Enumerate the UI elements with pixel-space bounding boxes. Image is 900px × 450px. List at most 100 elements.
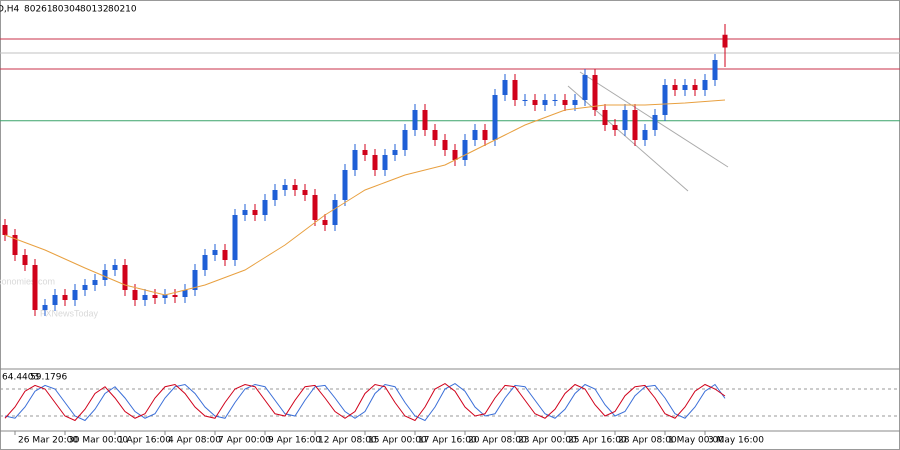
candle-body bbox=[602, 110, 608, 125]
header-low: 80132 bbox=[80, 5, 109, 15]
candle-body bbox=[572, 100, 578, 105]
candle-body bbox=[632, 110, 638, 140]
candle-body bbox=[402, 130, 408, 150]
candle-body bbox=[612, 125, 618, 130]
x-tick-label: 7 Apr 00:00 bbox=[218, 436, 271, 446]
candle-body bbox=[222, 250, 228, 260]
candle-body bbox=[712, 60, 718, 80]
candle-body bbox=[82, 285, 88, 290]
candle-body bbox=[352, 150, 358, 170]
x-tick-label: 25 Apr 16:00 bbox=[568, 436, 627, 446]
channel-line bbox=[567, 85, 689, 192]
watermark: economies.com bbox=[0, 276, 55, 286]
candle-body bbox=[692, 85, 698, 90]
header: D,H4 80261 80304 80132 80210 bbox=[0, 5, 137, 15]
header-open: 80261 bbox=[24, 5, 53, 15]
x-tick-label: 1 Apr 16:00 bbox=[118, 436, 171, 446]
candle-body bbox=[462, 140, 468, 160]
candle-body bbox=[522, 100, 528, 101]
candle-body bbox=[212, 250, 218, 255]
oscillator-d: 59.1796 bbox=[30, 373, 67, 383]
candle-body bbox=[532, 100, 538, 105]
candle-body bbox=[182, 290, 188, 297]
oscillator-line bbox=[4, 383, 726, 422]
candle-body bbox=[722, 34, 728, 48]
candle-body bbox=[412, 110, 418, 130]
candle-body bbox=[512, 80, 518, 100]
candle-body bbox=[672, 85, 678, 90]
candle-body bbox=[32, 265, 38, 310]
candle-body bbox=[542, 100, 548, 105]
candle-body bbox=[362, 150, 368, 155]
candle-body bbox=[262, 200, 268, 215]
candle-body bbox=[442, 140, 448, 150]
candle-body bbox=[242, 210, 248, 215]
candle-body bbox=[552, 100, 558, 101]
candle-body bbox=[502, 80, 508, 95]
x-tick-label: 3 May 16:00 bbox=[708, 436, 764, 446]
candle-body bbox=[12, 235, 18, 255]
candle-body bbox=[252, 210, 258, 215]
oscillator-line bbox=[4, 383, 726, 422]
x-tick-label: 1 May 00:00 bbox=[668, 436, 724, 446]
x-tick-label: 9 Apr 16:00 bbox=[268, 436, 321, 446]
candle-body bbox=[372, 155, 378, 170]
candle-body bbox=[312, 195, 318, 220]
oscillator-k: 64.4403 bbox=[2, 373, 39, 383]
x-tick-label: 26 Mar 20:00 bbox=[18, 436, 78, 446]
candle-body bbox=[482, 130, 488, 140]
candle-body bbox=[52, 295, 58, 305]
candle-body bbox=[582, 75, 588, 100]
candle-body bbox=[562, 100, 568, 105]
candle-body bbox=[702, 80, 708, 90]
candle-body bbox=[172, 295, 178, 297]
moving-average bbox=[4, 99, 726, 296]
candle-body bbox=[392, 150, 398, 155]
candle-body bbox=[682, 85, 688, 90]
candle-body bbox=[642, 130, 648, 140]
candle-body bbox=[142, 295, 148, 300]
candle-body bbox=[72, 290, 78, 300]
candle-body bbox=[42, 305, 48, 310]
x-tick-label: 23 Apr 00:00 bbox=[518, 436, 577, 446]
candle-body bbox=[282, 185, 288, 190]
candle-body bbox=[292, 185, 298, 190]
candle-body bbox=[132, 290, 138, 300]
candle-body bbox=[152, 295, 158, 298]
watermark: FXNewsToday bbox=[40, 308, 99, 318]
header-close: 80210 bbox=[108, 5, 137, 15]
candle-body bbox=[112, 265, 118, 270]
x-tick-label: 15 Apr 00:00 bbox=[368, 436, 427, 446]
candle-body bbox=[382, 155, 388, 170]
candle-body bbox=[202, 255, 208, 270]
x-tick-label: 12 Apr 08:00 bbox=[318, 436, 377, 446]
x-tick-label: 28 Apr 08:00 bbox=[618, 436, 677, 446]
candle-body bbox=[472, 130, 478, 140]
candle-body bbox=[452, 150, 458, 160]
candle-body bbox=[622, 110, 628, 130]
candle-body bbox=[192, 270, 198, 290]
candle-body bbox=[162, 295, 168, 298]
candle-body bbox=[332, 200, 338, 225]
candle-body bbox=[492, 95, 498, 140]
candle-body bbox=[232, 215, 238, 260]
candle-body bbox=[62, 295, 68, 300]
candle-body bbox=[22, 255, 28, 265]
candle-body bbox=[272, 190, 278, 200]
candle-body bbox=[432, 130, 438, 140]
x-tick-label: 17 Apr 16:00 bbox=[418, 436, 477, 446]
x-tick-label: 4 Apr 08:00 bbox=[168, 436, 221, 446]
candle-body bbox=[2, 225, 8, 235]
candle-body bbox=[92, 280, 98, 285]
x-tick-label: 30 Mar 00:00 bbox=[68, 436, 128, 446]
candle-body bbox=[322, 220, 328, 225]
header-high: 80304 bbox=[52, 5, 81, 15]
candle-body bbox=[652, 115, 658, 130]
candle-body bbox=[302, 190, 308, 195]
chart-title: D,H4 bbox=[0, 5, 20, 15]
candle-body bbox=[662, 85, 668, 115]
candle-body bbox=[592, 75, 598, 110]
candle-body bbox=[422, 110, 428, 130]
candle-body bbox=[342, 170, 348, 200]
